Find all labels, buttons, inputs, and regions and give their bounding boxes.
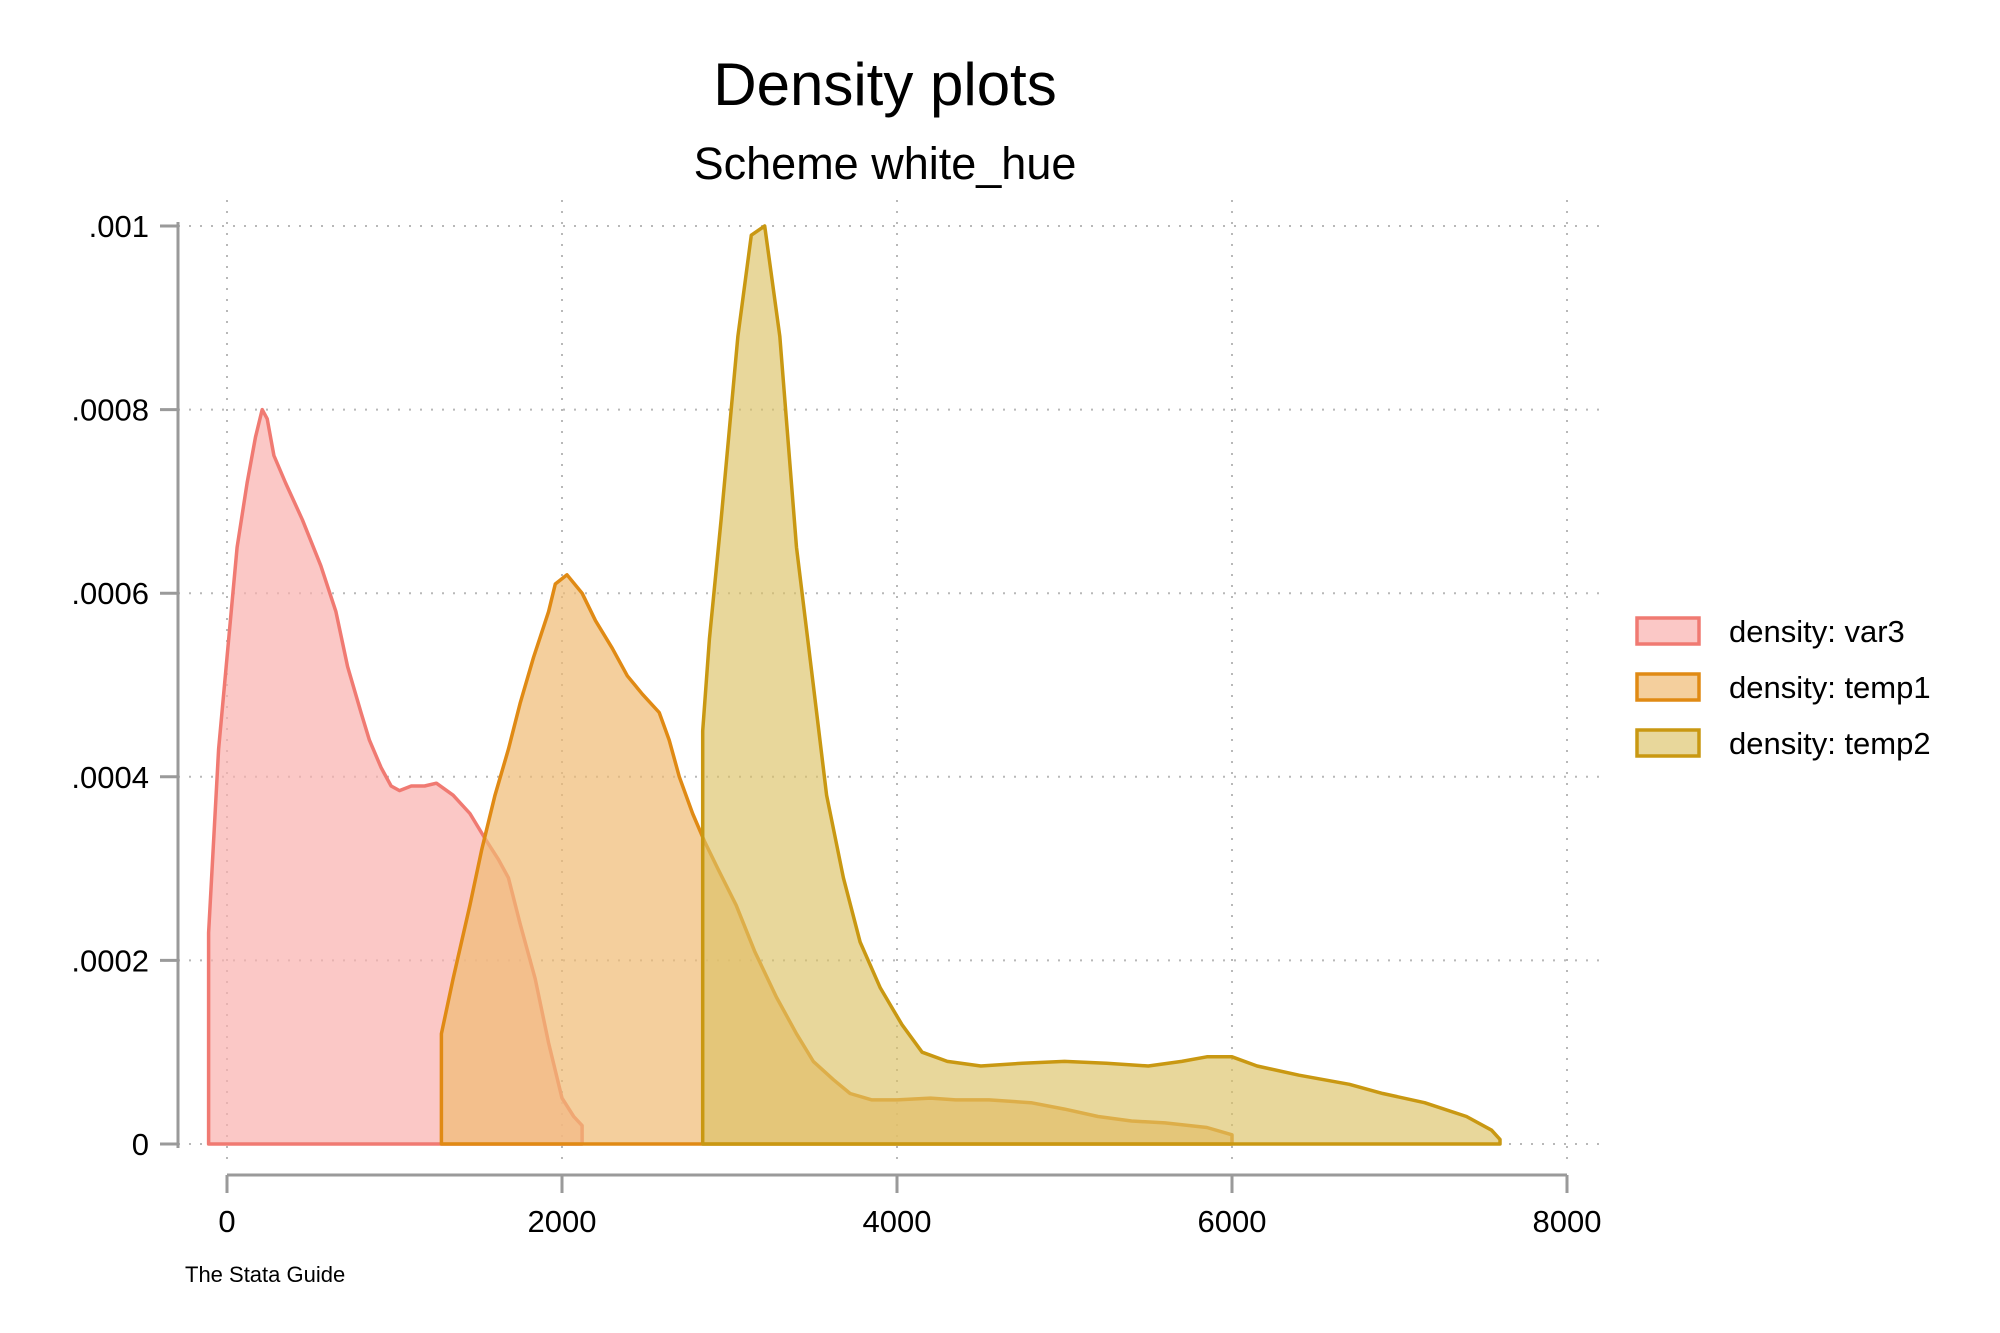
chart-note: The Stata Guide: [185, 1262, 345, 1287]
legend-label: density: temp2: [1729, 726, 1931, 761]
chart-subtitle: Scheme white_hue: [694, 138, 1077, 189]
legend-label: density: temp1: [1729, 670, 1931, 705]
legend-swatch: [1635, 672, 1701, 702]
y-tick-label: .001: [89, 209, 149, 244]
legend-swatch: [1635, 728, 1701, 758]
y-tick-label: .0004: [71, 760, 149, 795]
legend-label: density: var3: [1729, 614, 1905, 649]
x-tick-label: 2000: [528, 1204, 597, 1239]
x-tick-label: 8000: [1533, 1204, 1602, 1239]
y-tick-label: .0008: [71, 393, 149, 428]
y-tick-label: .0006: [71, 576, 149, 611]
y-tick-label: 0: [132, 1127, 149, 1162]
density-series: [206, 224, 1502, 1146]
density-area-series-3: [700, 224, 1502, 1146]
legend-swatch: [1635, 616, 1701, 646]
chart-title: Density plots: [713, 51, 1056, 118]
x-tick-label: 4000: [863, 1204, 932, 1239]
axes: 0 .0002 .0004 .0006 .0008 .001 0 2000 4000 6000 80…: [71, 209, 1601, 1239]
x-tick-label: 0: [218, 1204, 235, 1239]
y-tick-label: .0002: [71, 943, 149, 978]
legend: density: var3 density: temp1 density: temp…: [1635, 614, 1931, 761]
x-tick-label: 6000: [1198, 1204, 1267, 1239]
